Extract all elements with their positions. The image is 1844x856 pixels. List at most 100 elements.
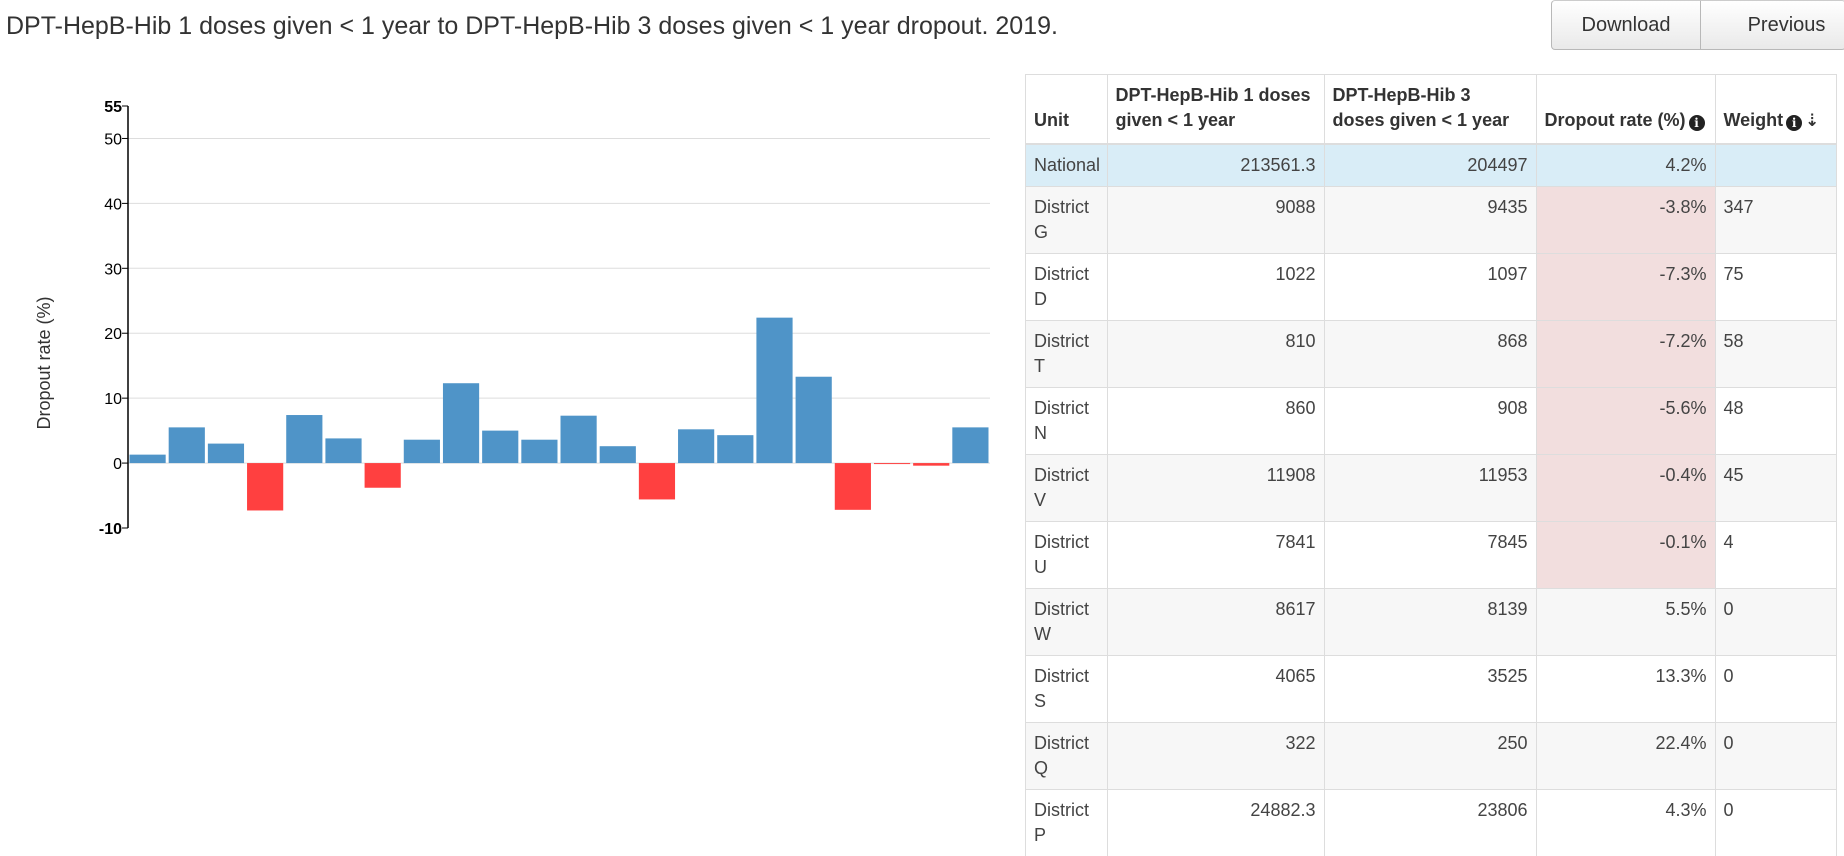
info-circle-icon[interactable]: i (1689, 115, 1705, 131)
cell-weight: 75 (1715, 254, 1836, 321)
cell-weight: 48 (1715, 388, 1836, 455)
cell-rate: -0.4% (1536, 455, 1715, 522)
page-title: DPT-HepB-Hib 1 doses given < 1 year to D… (6, 12, 1058, 41)
info-circle-icon[interactable]: i (1786, 115, 1802, 131)
cell-weight (1715, 144, 1836, 187)
cell-dose3: 3525 (1324, 656, 1536, 723)
cell-rate: 4.3% (1536, 790, 1715, 856)
cell-dose3: 250 (1324, 723, 1536, 790)
cell-weight: 4 (1715, 522, 1836, 589)
chart-bar[interactable] (169, 427, 205, 463)
chart-bar[interactable] (365, 463, 401, 488)
cell-unit: District W (1026, 589, 1107, 656)
cell-unit: District T (1026, 321, 1107, 388)
chart-bar[interactable] (561, 416, 597, 463)
header-dose1[interactable]: DPT-HepB-Hib 1 doses given < 1 year (1107, 75, 1324, 144)
cell-dose3: 908 (1324, 388, 1536, 455)
sort-descending-icon[interactable]: ⇣ (1805, 108, 1819, 133)
y-tick-label: 10 (104, 391, 122, 408)
y-tick-label: 20 (104, 326, 122, 343)
chart-bar[interactable] (952, 427, 988, 463)
cell-unit: District Q (1026, 723, 1107, 790)
cell-dose3: 7845 (1324, 522, 1536, 589)
cell-dose3: 9435 (1324, 187, 1536, 254)
chart-bar[interactable] (796, 377, 832, 463)
y-tick-label: -10 (99, 521, 122, 538)
cell-rate: -3.8% (1536, 187, 1715, 254)
cell-unit: District U (1026, 522, 1107, 589)
cell-unit: District N (1026, 388, 1107, 455)
cell-unit: District G (1026, 187, 1107, 254)
cell-dose3: 23806 (1324, 790, 1536, 856)
chart-bar[interactable] (208, 444, 244, 463)
cell-unit: National (1026, 144, 1107, 187)
chart-bar[interactable] (521, 440, 557, 463)
cell-weight: 347 (1715, 187, 1836, 254)
cell-dose3: 204497 (1324, 144, 1536, 187)
header-unit[interactable]: Unit (1026, 75, 1107, 144)
cell-dose3: 8139 (1324, 589, 1536, 656)
cell-rate: -0.1% (1536, 522, 1715, 589)
header-dose3-label: DPT-HepB-Hib 3 doses given < 1 year (1333, 85, 1510, 130)
header-rate-label: Dropout rate (%) (1545, 110, 1686, 130)
chart-bar[interactable] (874, 463, 910, 464)
cell-dose1: 322 (1107, 723, 1324, 790)
cell-unit: District P (1026, 790, 1107, 856)
cell-weight: 45 (1715, 455, 1836, 522)
chart-bar[interactable] (325, 438, 361, 463)
chart-gridlines (128, 138, 990, 463)
chart-bar[interactable] (639, 463, 675, 499)
cell-dose1: 1022 (1107, 254, 1324, 321)
chart-bar[interactable] (600, 446, 636, 463)
cell-weight: 58 (1715, 321, 1836, 388)
chart-bar[interactable] (482, 431, 518, 463)
cell-unit: District V (1026, 455, 1107, 522)
y-tick-label: 30 (104, 261, 122, 278)
chart-bar[interactable] (756, 318, 792, 463)
download-button[interactable]: Download (1551, 0, 1701, 50)
chart-bar[interactable] (286, 415, 322, 463)
cell-dose1: 810 (1107, 321, 1324, 388)
cell-rate: -7.2% (1536, 321, 1715, 388)
cell-dose3: 11953 (1324, 455, 1536, 522)
previous-button[interactable]: Previous (1701, 0, 1844, 50)
chart-bar[interactable] (678, 429, 714, 463)
cell-rate: -5.6% (1536, 388, 1715, 455)
header-dose3[interactable]: DPT-HepB-Hib 3 doses given < 1 year (1324, 75, 1536, 144)
cell-dose3: 1097 (1324, 254, 1536, 321)
cell-dose1: 7841 (1107, 522, 1324, 589)
cell-weight: 0 (1715, 723, 1836, 790)
cell-rate: 13.3% (1536, 656, 1715, 723)
y-tick-label: 0 (113, 456, 122, 473)
header-weight-label: Weight (1724, 110, 1784, 130)
cell-rate: -7.3% (1536, 254, 1715, 321)
chart-bar[interactable] (717, 435, 753, 463)
cell-dose1: 4065 (1107, 656, 1324, 723)
cell-weight: 0 (1715, 656, 1836, 723)
chart-bar[interactable] (130, 455, 166, 463)
chart-bar[interactable] (247, 463, 283, 510)
cell-dose1: 9088 (1107, 187, 1324, 254)
chart-bar[interactable] (443, 383, 479, 463)
cell-dose1: 8617 (1107, 589, 1324, 656)
cell-dose1: 213561.3 (1107, 144, 1324, 187)
header-rate[interactable]: Dropout rate (%)i (1536, 75, 1715, 144)
cell-dose1: 860 (1107, 388, 1324, 455)
table-header-row: Unit DPT-HepB-Hib 1 doses given < 1 year… (1026, 75, 1836, 144)
cell-dose1: 24882.3 (1107, 790, 1324, 856)
chart-bar[interactable] (835, 463, 871, 510)
chart-bar[interactable] (913, 463, 949, 466)
cell-rate: 22.4% (1536, 723, 1715, 790)
cell-rate: 4.2% (1536, 144, 1715, 187)
chart-bar[interactable] (404, 440, 440, 463)
y-tick-label: 40 (104, 196, 122, 213)
